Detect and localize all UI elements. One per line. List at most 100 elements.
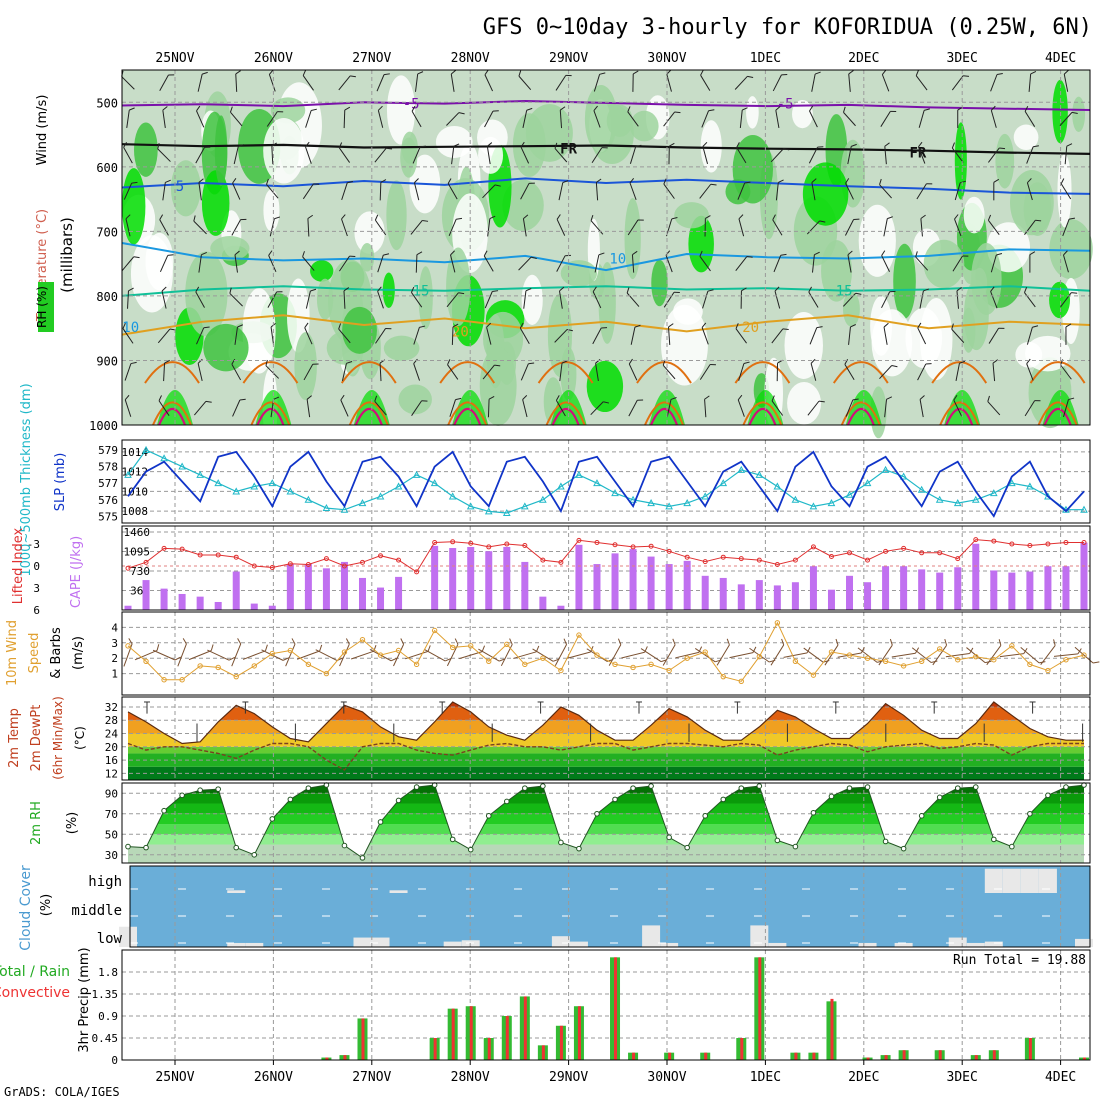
contour-label: 20 bbox=[452, 324, 469, 340]
lifted-index-marker bbox=[919, 550, 925, 556]
wind-barb-staff bbox=[699, 364, 711, 380]
wind-barb bbox=[771, 328, 789, 344]
temperature-contour bbox=[121, 314, 1091, 336]
wind-speed-marker bbox=[1009, 643, 1015, 649]
wind-barb-staff bbox=[593, 74, 601, 92]
date-label-bottom: 2DEC bbox=[848, 1070, 879, 1085]
wind-barb-flag bbox=[855, 292, 862, 295]
wind-barb-staff bbox=[447, 183, 458, 200]
wind-barb-staff bbox=[134, 649, 158, 661]
wind-barb bbox=[229, 287, 243, 307]
precip-convective-bar bbox=[1028, 1038, 1032, 1060]
wind-barb bbox=[1059, 111, 1078, 127]
wind-barb bbox=[377, 105, 384, 128]
wind-speed-marker bbox=[540, 655, 546, 661]
temp-25-contour bbox=[1029, 361, 1086, 384]
wind-barb-staff bbox=[558, 182, 564, 201]
wind-tick-label: 3 bbox=[111, 637, 118, 650]
wind-barb-staff bbox=[857, 647, 878, 663]
wind-barb bbox=[951, 142, 964, 163]
wind-barb-staff bbox=[990, 254, 997, 273]
wind-barb-flag bbox=[380, 179, 387, 183]
wind-barb-staff bbox=[207, 649, 230, 661]
wind-barb-flag bbox=[198, 178, 204, 183]
wind-barb bbox=[451, 143, 460, 165]
wind-barb-staff bbox=[915, 256, 929, 271]
lifted-index-marker bbox=[215, 552, 221, 558]
wind-barb-staff bbox=[824, 644, 839, 666]
lifted-index-marker bbox=[901, 545, 907, 551]
precip-convective-bar bbox=[1083, 1057, 1086, 1060]
wind-speed-marker bbox=[468, 643, 474, 649]
wind-barb bbox=[772, 73, 788, 92]
cape-tick-label: 1095 bbox=[124, 546, 151, 559]
temp-tick-label: 12 bbox=[105, 767, 118, 780]
wind-barb-staff bbox=[917, 327, 927, 345]
wind-barb-flag bbox=[130, 361, 137, 365]
wind-barb-staff bbox=[1063, 73, 1069, 92]
wind-barb-flag bbox=[205, 400, 212, 403]
thickness-tick-label: 575 bbox=[98, 510, 118, 523]
wind-barb-10m bbox=[231, 638, 242, 667]
thickness-tick-label: 579 bbox=[98, 444, 118, 457]
wind-barb-10m bbox=[716, 638, 730, 666]
lifted-index-marker bbox=[540, 557, 546, 563]
wind-barb-staff bbox=[242, 650, 266, 660]
wind-barb-flag bbox=[237, 638, 242, 645]
wind-barb-10m bbox=[945, 647, 974, 658]
wind-barb bbox=[771, 395, 784, 416]
wind-barb bbox=[807, 400, 825, 416]
wind-barb-staff bbox=[844, 364, 855, 381]
wind-barb-staff bbox=[881, 291, 891, 309]
wind-barb-staff bbox=[808, 291, 819, 308]
wind-barb bbox=[374, 395, 387, 416]
thickness-marker bbox=[466, 502, 475, 510]
wind-barb bbox=[953, 394, 963, 417]
wind-barb bbox=[306, 395, 312, 418]
wind-barb-staff bbox=[486, 146, 491, 165]
wind-speed-marker bbox=[179, 677, 185, 683]
wind-barb-staff bbox=[304, 327, 313, 345]
wind-barb-staff bbox=[235, 73, 238, 92]
wind-barb-flag bbox=[268, 69, 274, 75]
wind-barb bbox=[123, 181, 138, 200]
cloud-high-bar bbox=[984, 868, 1003, 893]
wind-barb bbox=[124, 361, 137, 381]
wind-barb-staff bbox=[338, 75, 351, 91]
date-label-top: 26NOV bbox=[254, 51, 293, 66]
lifted-index-marker bbox=[504, 541, 510, 547]
cape-bar bbox=[665, 564, 673, 610]
lifted-index-marker bbox=[702, 559, 708, 565]
wind-speed-marker bbox=[720, 673, 726, 680]
wind-barb-flag bbox=[1026, 358, 1031, 364]
cloud-axis-title: (%) bbox=[39, 894, 54, 917]
wind-barb-10m bbox=[986, 639, 1002, 666]
wind-barb bbox=[879, 365, 898, 379]
thickness-marker bbox=[142, 445, 150, 453]
lifted-index-marker bbox=[1027, 542, 1033, 548]
wind-barb-flag bbox=[1071, 292, 1078, 294]
lifted-index-marker bbox=[179, 546, 185, 552]
cape-bar bbox=[737, 584, 745, 610]
wind-barb bbox=[197, 358, 203, 381]
rh-patch bbox=[784, 311, 823, 379]
wind-barb-flag bbox=[164, 359, 170, 364]
wind-barb bbox=[1024, 287, 1036, 308]
wind-speed-marker bbox=[558, 667, 564, 674]
wind-barb bbox=[915, 70, 928, 91]
wind-barb-flag bbox=[669, 142, 675, 147]
rh-marker bbox=[648, 783, 654, 789]
wind-barb-flag bbox=[632, 70, 639, 75]
rh-patch bbox=[995, 133, 1015, 189]
wind-barb bbox=[809, 105, 818, 128]
lifted-index-marker bbox=[666, 548, 672, 554]
wind-barb-staff bbox=[161, 290, 167, 309]
cloud-high-bar bbox=[1038, 868, 1057, 893]
wind-barb bbox=[410, 220, 429, 235]
wind-barb-staff bbox=[482, 184, 496, 199]
cloud-low-bar bbox=[569, 941, 588, 947]
wind-barb-staff bbox=[811, 73, 816, 92]
wind-barb-staff bbox=[405, 650, 429, 660]
wind-barb-staff bbox=[987, 401, 1001, 416]
